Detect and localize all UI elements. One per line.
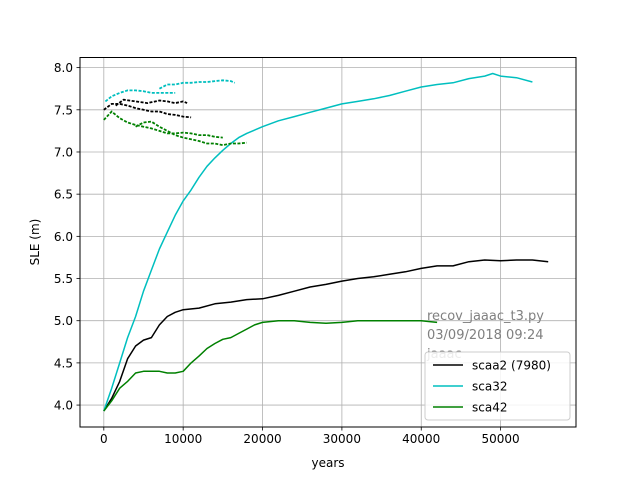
- annotation-line-1: recov_jaaac_t3.py: [427, 309, 544, 324]
- x-tick-label: 10000: [164, 432, 202, 446]
- legend-label-sca32: sca32: [472, 380, 507, 394]
- legend-label-scaa2: scaa2 (7980): [472, 359, 551, 373]
- series-line-3: [103, 319, 438, 412]
- y-tick-label: 6.5: [54, 188, 73, 202]
- series-line-2: [103, 72, 533, 412]
- x-tick-label: 0: [100, 432, 108, 446]
- legend: scaa2 (7980) sca32 sca42: [424, 351, 571, 421]
- x-tick-label: 20000: [243, 432, 281, 446]
- y-tick-label: 6.0: [54, 230, 73, 244]
- series-line-1: [103, 259, 549, 412]
- legend-box: [424, 351, 571, 421]
- axis-ticks: 0 10000 20000 30000 40000 50000 4.0 4.5 5.0 5.5 6.…: [54, 61, 520, 446]
- y-tick-label: 8.0: [54, 61, 73, 75]
- series-lines: [103, 72, 549, 412]
- y-tick-label: 5.5: [54, 272, 73, 286]
- series-line-9: [135, 120, 247, 147]
- legend-label-sca42: sca42: [472, 401, 507, 415]
- x-axis-label: years: [311, 456, 344, 470]
- x-tick-label: 50000: [482, 432, 520, 446]
- annotation-line-2: 03/09/2018 09:24: [427, 328, 544, 343]
- series-line-7: [158, 79, 236, 90]
- series-line-8: [103, 110, 223, 139]
- y-tick-label: 7.0: [54, 145, 73, 159]
- x-tick-label: 30000: [323, 432, 361, 446]
- y-tick-label: 5.0: [54, 314, 73, 328]
- y-axis-label: SLE (m): [28, 219, 42, 266]
- x-tick-label: 40000: [402, 432, 440, 446]
- y-tick-label: 4.5: [54, 356, 73, 370]
- series-line-6: [104, 89, 176, 103]
- series-line-5: [115, 98, 188, 107]
- annotation: recov_jaaac_t3.py 03/09/2018 09:24 jaaac: [426, 309, 544, 362]
- y-tick-label: 7.5: [54, 103, 73, 117]
- series-line-4: [103, 103, 192, 119]
- y-tick-label: 4.0: [54, 399, 73, 413]
- plot-frame: [79, 57, 577, 428]
